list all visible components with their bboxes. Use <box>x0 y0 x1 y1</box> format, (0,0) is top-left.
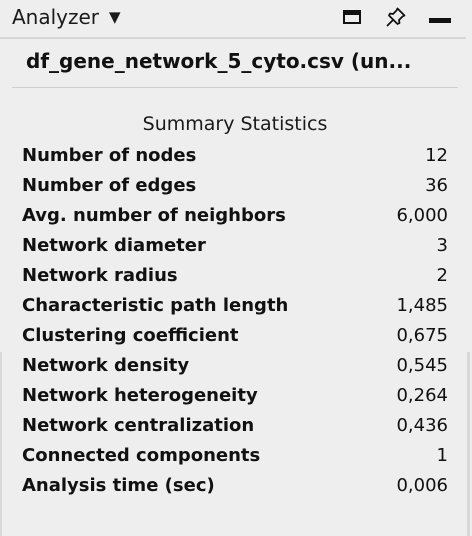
stat-row-number-of-nodes: Number of nodes 12 <box>22 141 448 171</box>
stat-label: Characteristic path length <box>22 295 289 316</box>
float-window-button[interactable] <box>338 4 366 30</box>
pin-icon <box>386 7 406 27</box>
network-file-title: df_gene_network_5_cyto.csv (un... <box>26 49 412 73</box>
stat-label: Network radius <box>22 265 178 286</box>
panel-header: Analyzer ▼ <box>0 0 472 36</box>
summary-statistics: Summary Statistics Number of nodes 12 Nu… <box>22 110 448 501</box>
stat-label: Analysis time (sec) <box>22 475 215 496</box>
stat-row-characteristic-path-length: Characteristic path length 1,485 <box>22 291 448 321</box>
stat-row-clustering-coefficient: Clustering coefficient 0,675 <box>22 321 448 351</box>
stat-row-analysis-time: Analysis time (sec) 0,006 <box>22 471 448 501</box>
summary-heading: Summary Statistics <box>142 113 328 135</box>
panel-title-label: Analyzer <box>12 5 100 29</box>
stat-label: Network heterogeneity <box>22 385 258 406</box>
stat-value: 1 <box>436 445 448 466</box>
panel-title-dropdown[interactable]: Analyzer ▼ <box>12 4 121 32</box>
stat-value: 2 <box>436 265 448 286</box>
stat-label: Number of edges <box>22 175 197 196</box>
pin-button[interactable] <box>382 4 410 30</box>
stat-row-network-heterogeneity: Network heterogeneity 0,264 <box>22 381 448 411</box>
stat-value: 0,006 <box>396 475 448 496</box>
stat-value: 0,545 <box>396 355 448 376</box>
stat-value: 0,675 <box>396 325 448 346</box>
stat-value: 3 <box>436 235 448 256</box>
stat-value: 0,436 <box>396 415 448 436</box>
minimize-button[interactable] <box>426 4 454 30</box>
stat-row-network-centralization: Network centralization 0,436 <box>22 411 448 441</box>
stat-label: Connected components <box>22 445 261 466</box>
stat-label: Network centralization <box>22 415 255 436</box>
panel-left-border <box>0 352 2 536</box>
stat-row-network-density: Network density 0,545 <box>22 351 448 381</box>
header-divider <box>0 37 466 39</box>
stat-value: 12 <box>425 145 448 166</box>
window-icon <box>343 10 361 24</box>
stat-label: Clustering coefficient <box>22 325 239 346</box>
stat-label: Network diameter <box>22 235 206 256</box>
stat-row-avg-neighbors: Avg. number of neighbors 6,000 <box>22 201 448 231</box>
stat-label: Network density <box>22 355 190 376</box>
stat-value: 36 <box>425 175 448 196</box>
stat-row-number-of-edges: Number of edges 36 <box>22 171 448 201</box>
chevron-down-icon: ▼ <box>109 8 121 26</box>
stat-row-connected-components: Connected components 1 <box>22 441 448 471</box>
stat-value: 6,000 <box>396 205 448 226</box>
title-divider <box>12 87 458 88</box>
stat-label: Number of nodes <box>22 145 197 166</box>
stat-row-network-radius: Network radius 2 <box>22 261 448 291</box>
stat-row-network-diameter: Network diameter 3 <box>22 231 448 261</box>
panel-scroll-edge[interactable] <box>467 352 470 536</box>
minimize-icon <box>429 17 451 23</box>
stat-value: 0,264 <box>396 385 448 406</box>
stat-value: 1,485 <box>396 295 448 316</box>
stat-label: Avg. number of neighbors <box>22 205 286 226</box>
